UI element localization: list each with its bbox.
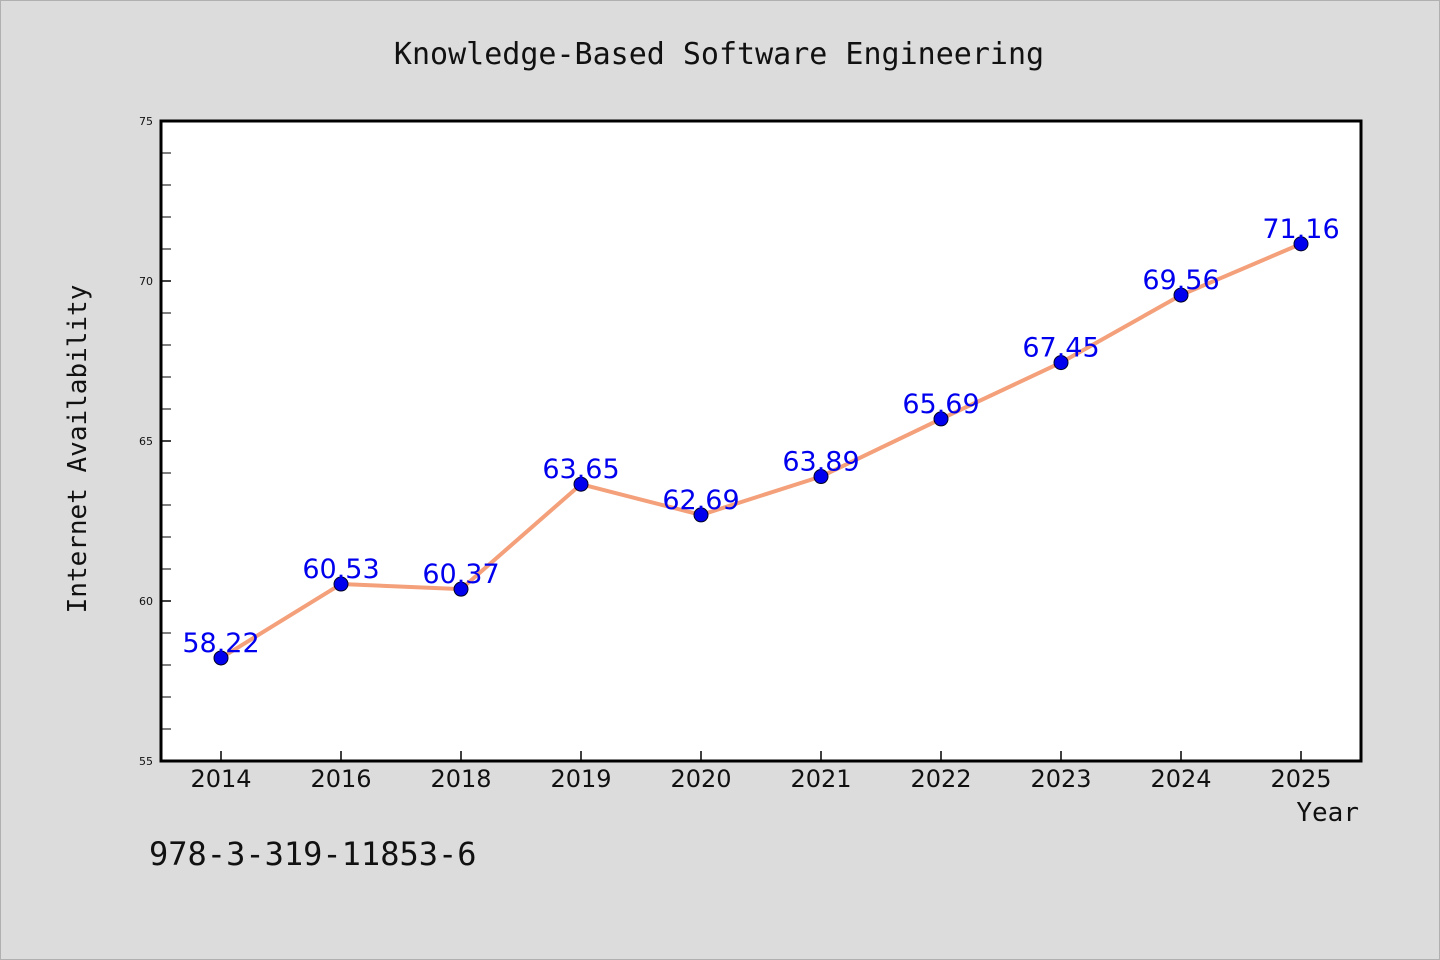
data-point-label: 71.16: [1262, 214, 1339, 245]
x-tick-label: 2021: [790, 765, 851, 793]
data-point-label: 69.56: [1142, 265, 1219, 296]
data-point-marker: [1173, 287, 1189, 303]
data-point-marker: [1293, 236, 1309, 252]
data-point-label: 60.37: [422, 559, 499, 590]
x-tick-label: 2023: [1030, 765, 1091, 793]
data-point-marker: [453, 581, 469, 597]
data-point-label: 67.45: [1022, 333, 1099, 364]
data-point-label: 62.69: [662, 485, 739, 516]
y-tick-label: 60: [139, 595, 153, 608]
data-point-label: 63.65: [542, 454, 619, 485]
data-point-marker: [573, 476, 589, 492]
y-tick-label: 65: [139, 435, 153, 448]
data-point-label: 63.89: [782, 447, 859, 478]
x-tick-label: 2022: [910, 765, 971, 793]
y-axis-label: Internet Availability: [63, 285, 93, 614]
data-point-label: 60.53: [302, 554, 379, 585]
plot-area: 55 60 65 70 75 2014 2016 2018 2019 2020 2021 2022 20…: [139, 115, 1363, 793]
data-point-label: 58.22: [182, 628, 259, 659]
x-tick-label: 2016: [310, 765, 371, 793]
data-point-label: 65.69: [902, 389, 979, 420]
data-point-marker: [933, 411, 949, 427]
y-tick-label: 70: [139, 275, 153, 288]
x-tick-label: 2018: [430, 765, 491, 793]
x-tick-label: 2014: [190, 765, 251, 793]
data-point-marker: [813, 469, 829, 485]
chart-title: Knowledge-Based Software Engineering: [394, 37, 1044, 72]
y-tick-label: 75: [139, 115, 153, 128]
x-tick-label: 2024: [1150, 765, 1211, 793]
plot-frame: [159, 119, 1363, 763]
x-tick-label: 2025: [1270, 765, 1331, 793]
data-point-marker: [1053, 355, 1069, 371]
data-point-marker: [213, 650, 229, 666]
x-tick-label: 2019: [550, 765, 611, 793]
y-tick-label: 55: [139, 755, 153, 768]
isbn-footer: 978-3-319-11853-6: [149, 835, 477, 873]
data-point-marker: [333, 576, 349, 592]
series-line: [219, 242, 1302, 660]
x-axis-label: Year: [1296, 798, 1359, 828]
x-tick-label: 2020: [670, 765, 731, 793]
data-point-marker: [693, 507, 709, 523]
